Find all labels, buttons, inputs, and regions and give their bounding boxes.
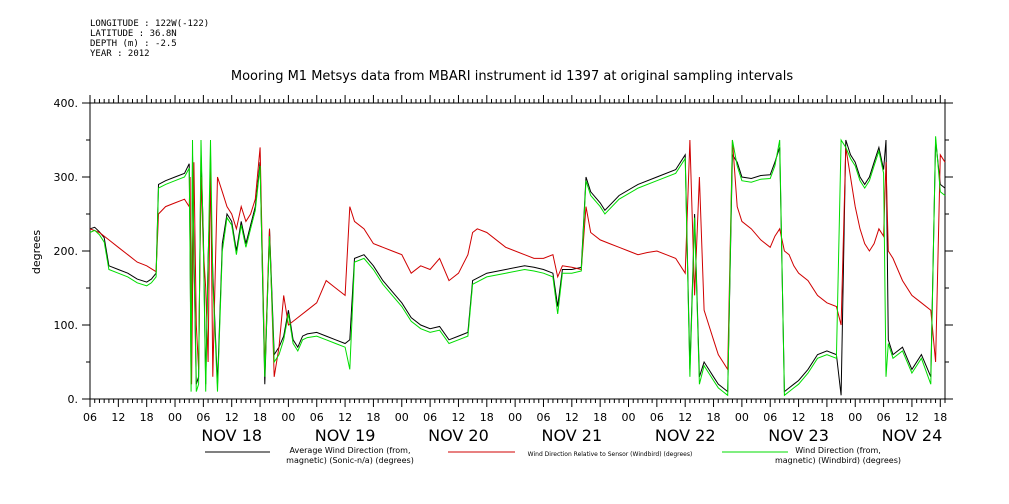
x-tick-label: 00 — [508, 411, 522, 424]
y-tick-label: 300. — [54, 171, 79, 184]
x-tick-label: 06 — [763, 411, 777, 424]
x-tick-label: 06 — [877, 411, 891, 424]
x-day-label: NOV 19 — [315, 426, 376, 445]
x-day-label: NOV 22 — [655, 426, 716, 445]
y-tick-label: 0. — [68, 393, 79, 406]
legend-label-line2: magnetic) (Windbird) (degrees) — [775, 456, 901, 465]
x-day-label: NOV 23 — [768, 426, 829, 445]
year-text: YEAR : 2012 — [90, 49, 150, 59]
x-day-label: NOV 20 — [428, 426, 489, 445]
legend-label-line2: magnetic) (Sonic-n/a) (degrees) — [286, 456, 414, 465]
x-tick-label: 18 — [707, 411, 721, 424]
y-tick-label: 200. — [54, 245, 79, 258]
x-tick-label: 00 — [395, 411, 409, 424]
x-tick-label: 00 — [622, 411, 636, 424]
x-tick-label: 06 — [196, 411, 210, 424]
x-tick-label: 18 — [480, 411, 494, 424]
x-tick-label: 12 — [338, 411, 352, 424]
y-tick-label: 400. — [54, 97, 79, 110]
x-tick-label: 00 — [848, 411, 862, 424]
x-tick-label: 12 — [111, 411, 125, 424]
x-day-label: NOV 24 — [882, 426, 943, 445]
x-tick-label: 12 — [792, 411, 806, 424]
x-tick-label: 18 — [366, 411, 380, 424]
x-tick-label: 18 — [593, 411, 607, 424]
y-axis-label: degrees — [30, 230, 43, 275]
x-tick-label: 18 — [933, 411, 947, 424]
depth-text: DEPTH (m) : -2.5 — [90, 39, 177, 49]
x-tick-label: 06 — [423, 411, 437, 424]
series-layer — [89, 136, 946, 397]
legend: Average Wind Direction (from,magnetic) (… — [205, 446, 901, 465]
x-tick-label: 06 — [536, 411, 550, 424]
metadata-block: LONGITUDE : 122W(-122) LATITUDE : 36.8N … — [90, 19, 209, 59]
x-tick-label: 00 — [168, 411, 182, 424]
y-tick-label: 100. — [54, 319, 79, 332]
x-tick-label: 12 — [678, 411, 692, 424]
legend-label: Wind Direction (from, — [795, 446, 881, 455]
x-tick-label: 12 — [565, 411, 579, 424]
x-tick-label: 00 — [735, 411, 749, 424]
legend-label: Wind Direction Relative to Sensor (Windb… — [528, 451, 693, 458]
x-tick-label: 12 — [225, 411, 239, 424]
chart-title: Mooring M1 Metsys data from MBARI instru… — [231, 69, 793, 84]
x-tick-label: 12 — [905, 411, 919, 424]
x-tick-label: 18 — [140, 411, 154, 424]
latitude-text: LATITUDE : 36.8N — [90, 29, 177, 39]
series-line-2 — [89, 139, 946, 385]
x-tick-label: 06 — [83, 411, 97, 424]
series-line-3 — [89, 136, 946, 397]
legend-label: Average Wind Direction (from, — [289, 446, 410, 455]
longitude-text: LONGITUDE : 122W(-122) — [90, 19, 210, 29]
x-day-label: NOV 18 — [201, 426, 262, 445]
x-tick-label: 06 — [310, 411, 324, 424]
x-tick-label: 18 — [253, 411, 267, 424]
x-day-label: NOV 21 — [541, 426, 602, 445]
x-tick-label: 00 — [281, 411, 295, 424]
x-tick-label: 18 — [820, 411, 834, 424]
x-tick-label: 12 — [451, 411, 465, 424]
axes: 0. 100. 200. 300. 400. 06 12 18 00 06 12 18 00 06 12 18… — [54, 95, 953, 445]
x-tick-label: 06 — [650, 411, 664, 424]
